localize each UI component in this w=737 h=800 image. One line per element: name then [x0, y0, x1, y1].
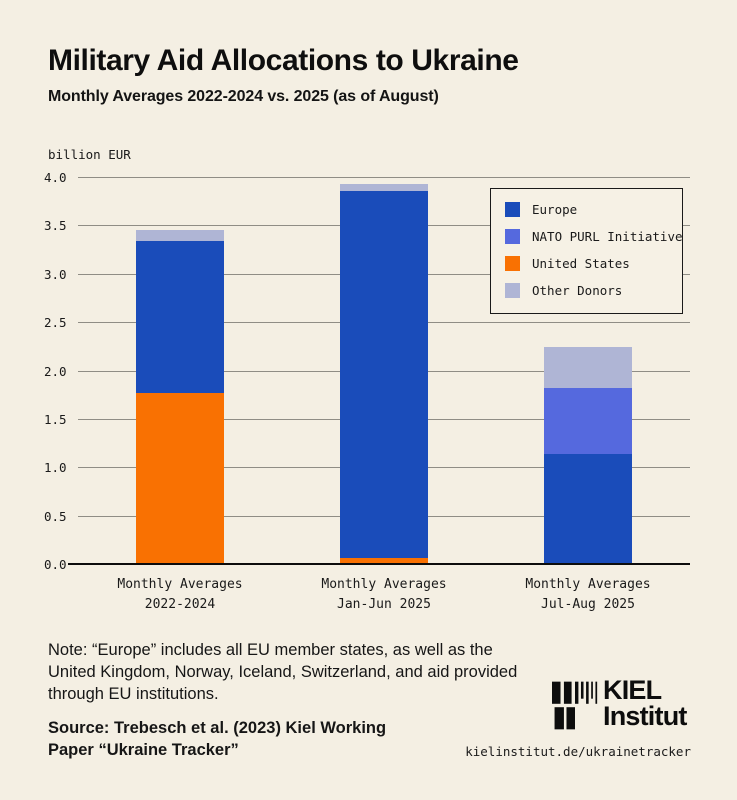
x-axis-line [68, 562, 690, 565]
page-title: Military Aid Allocations to Ukraine [48, 44, 519, 77]
legend-swatch [505, 202, 520, 217]
y-tick-label: 3.0 [44, 266, 67, 282]
bar-segment-europe [136, 240, 224, 393]
chart-legend: Europe NATO PURL Initiative United States O… [490, 188, 683, 314]
note-text: Note: “Europe” includes all EU member st… [48, 641, 518, 703]
y-tick-label: 0.5 [44, 508, 67, 524]
y-axis-unit-label: billion EUR [48, 147, 131, 162]
kiel-logo-line1: KIEL [603, 675, 662, 705]
legend-item-other-donors: Other Donors [505, 283, 668, 298]
tracker-url: kielinstitut.de/ukrainetracker [465, 744, 691, 759]
x-category-label: Monthly Averages Jul-Aug 2025 [525, 577, 651, 612]
legend-item-europe: Europe [505, 202, 668, 217]
legend-label: NATO PURL Initiative [532, 229, 683, 244]
bar-segment-nato-purl-initiative [544, 387, 632, 454]
bar-segment-united-states [340, 558, 428, 565]
kiel-logo-text: KIEL Institut [603, 675, 687, 731]
legend-label: Europe [532, 202, 578, 217]
y-tick-label: 4.0 [44, 170, 67, 185]
y-tick-label: 0.0 [44, 557, 67, 572]
plot-area: 0.0 0.5 1.0 1.5 2.0 2.5 3.0 3.5 4.0 Monthly Avera… [44, 170, 690, 612]
bar-segment-united-states [136, 392, 224, 565]
x-category-label: Monthly Averages 2022-2024 [117, 577, 243, 612]
legend-label: Other Donors [532, 283, 623, 298]
legend-item-nato-purl-initiative: NATO PURL Initiative [505, 229, 683, 244]
kiel-logo-barcode-icon [552, 678, 598, 738]
bar-segment-europe [544, 453, 632, 565]
bar-segment-europe [340, 190, 428, 559]
bar-segment-other-donors [136, 230, 224, 241]
y-tick-label: 2.5 [44, 315, 67, 331]
legend-label: United States [532, 256, 630, 271]
kiel-logo-line2: Institut [603, 700, 687, 731]
legend-swatch [505, 229, 520, 244]
y-tick-label: 2.0 [44, 363, 67, 379]
page-subtitle: Monthly Averages 2022-2024 vs. 2025 (as … [48, 88, 439, 105]
legend-item-united-states: United States [505, 256, 668, 271]
y-tick-label: 1.5 [44, 411, 67, 427]
bar-segment-other-donors [340, 183, 428, 191]
x-category-label: Monthly Averages Jan-Jun 2025 [321, 577, 447, 612]
source-text: Source: Trebesch et al. (2023) Kiel Work… [48, 719, 387, 759]
kiel-institut-logo: KIEL Institut [552, 675, 687, 738]
y-tick-label: 3.5 [44, 218, 67, 234]
legend-swatch [505, 283, 520, 298]
y-tick-label: 1.0 [44, 460, 67, 476]
legend-swatch [505, 256, 520, 271]
gridline [78, 177, 690, 178]
bar-segment-other-donors [544, 347, 632, 388]
